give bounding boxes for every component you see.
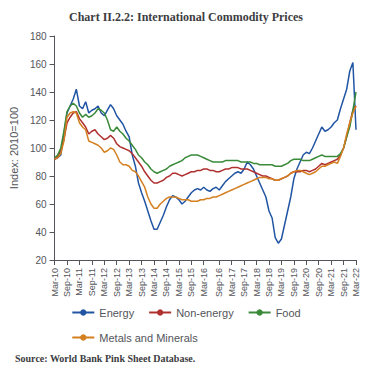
svg-text:Sep-20: Sep-20 [314,268,324,297]
svg-text:Source: World Bank Pink Sheet: Source: World Bank Pink Sheet Database. [15,353,196,364]
svg-text:Sep-15: Sep-15 [186,268,196,297]
svg-text:Mar-16: Mar-16 [199,268,209,297]
svg-text:Sep-12: Sep-12 [112,268,122,297]
svg-text:Sep-18: Sep-18 [264,268,274,297]
svg-text:80: 80 [35,171,47,182]
svg-text:Mar-20: Mar-20 [301,268,311,297]
svg-text:Sep-10: Sep-10 [62,268,72,297]
svg-text:Mar-14: Mar-14 [149,268,159,297]
svg-text:Sep-14: Sep-14 [161,268,171,297]
svg-text:Index: 2010=100: Index: 2010=100 [8,107,20,189]
svg-text:Sep-16: Sep-16 [214,268,224,297]
svg-text:Mar-19: Mar-19 [276,268,286,297]
svg-text:Sep-21: Sep-21 [339,268,349,297]
svg-text:Energy: Energy [99,307,134,319]
svg-text:Non-energy: Non-energy [176,307,234,319]
svg-text:20: 20 [35,255,47,266]
svg-text:Mar-10: Mar-10 [50,268,60,297]
svg-text:140: 140 [30,87,47,98]
svg-text:Mar-18: Mar-18 [252,268,262,297]
svg-text:160: 160 [30,59,47,70]
svg-text:Mar-21: Mar-21 [326,268,336,297]
svg-text:120: 120 [30,115,47,126]
svg-text:Mar-11: Mar-11 [74,268,84,296]
svg-text:Mar-17: Mar-17 [227,268,237,297]
svg-text:Sep-13: Sep-13 [137,268,147,297]
svg-text:Metals and Minerals: Metals and Minerals [99,332,198,344]
svg-text:Sep-19: Sep-19 [289,268,299,297]
svg-text:Mar-15: Mar-15 [174,268,184,297]
svg-text:Chart II.2.2: International Co: Chart II.2.2: International Commodity Pr… [69,10,303,24]
svg-text:Mar-13: Mar-13 [124,268,134,297]
svg-text:40: 40 [35,227,47,238]
svg-text:Sep-17: Sep-17 [239,268,249,297]
svg-text:60: 60 [35,199,47,210]
svg-text:Mar-12: Mar-12 [99,268,109,297]
svg-text:Sep-11: Sep-11 [87,268,97,296]
svg-text:Food: Food [276,307,301,319]
svg-text:Mar-22: Mar-22 [351,268,361,297]
svg-text:100: 100 [30,143,47,154]
svg-text:180: 180 [30,31,47,42]
